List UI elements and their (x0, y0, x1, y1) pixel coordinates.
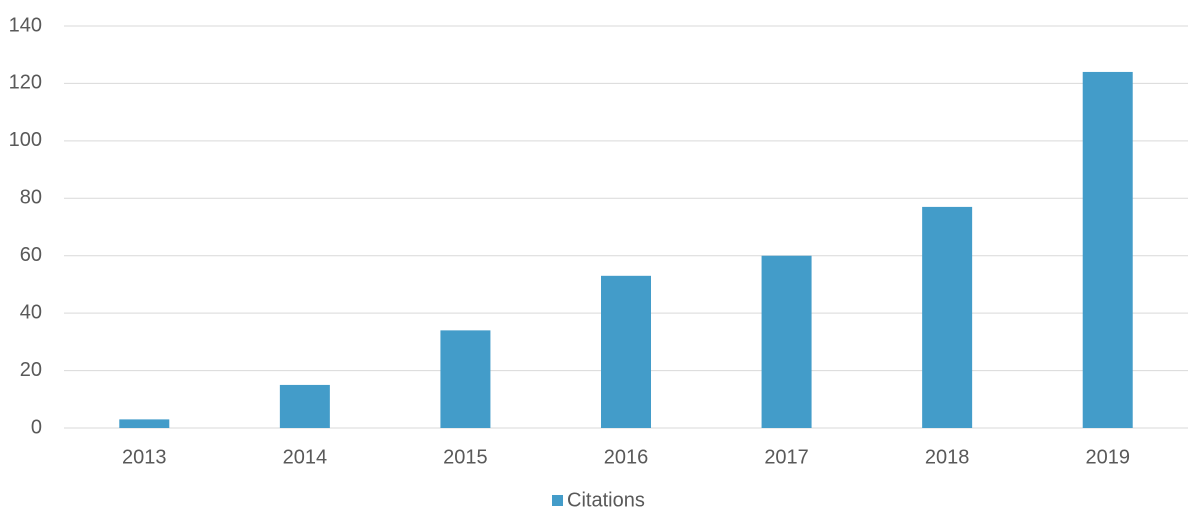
y-tick-label: 100 (9, 129, 42, 151)
y-tick-label: 0 (31, 416, 42, 438)
x-tick-label: 2019 (1085, 446, 1130, 468)
bar (440, 330, 491, 428)
y-tick-label: 80 (20, 187, 42, 209)
legend-swatch (552, 495, 563, 506)
y-tick-label: 120 (9, 72, 42, 94)
x-tick-label: 2016 (604, 446, 649, 468)
y-tick-label: 60 (20, 244, 42, 266)
bar (601, 275, 651, 428)
x-tick-label: 2017 (764, 446, 809, 468)
bar (1082, 71, 1133, 428)
y-tick-label: 40 (20, 301, 42, 323)
bar (119, 419, 170, 428)
x-tick-label: 2015 (443, 446, 488, 468)
y-tick-label: 140 (9, 14, 42, 36)
y-tick-label: 20 (20, 359, 42, 381)
x-tick-label: 2018 (925, 446, 970, 468)
x-tick-label: 2013 (122, 446, 167, 468)
bar (279, 384, 330, 428)
legend-label: Citations (567, 489, 645, 511)
bar (761, 255, 812, 428)
x-tick-label: 2014 (283, 446, 328, 468)
bar (922, 206, 973, 428)
